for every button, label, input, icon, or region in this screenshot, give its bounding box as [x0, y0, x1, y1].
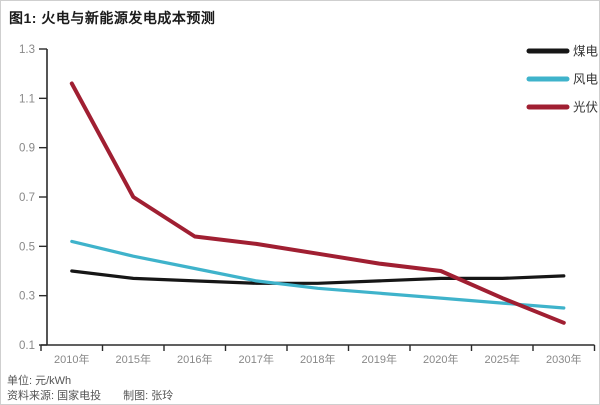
x-tick-label: 2030年: [546, 352, 581, 366]
coal-series-line: [70, 269, 566, 285]
y-tick-label: 1.3: [19, 44, 35, 56]
solar-series-line: [69, 81, 566, 325]
legend-label-solar: 光伏: [573, 101, 599, 115]
x-tick-label: 2015年: [116, 352, 151, 366]
x-tick-label: 2010年: [54, 352, 89, 366]
credit-label: 制图: 张玲: [123, 390, 174, 402]
y-tick-label: 0.9: [19, 143, 35, 155]
y-tick-label: 0.1: [19, 340, 35, 352]
y-tick-label: 0.3: [19, 291, 35, 303]
y-tick-label: 1.1: [19, 93, 35, 105]
source-label: 资料来源: 国家电投: [7, 390, 102, 402]
legend-label-coal: 煤电: [573, 45, 599, 59]
unit-label: 单位: 元/kWh: [7, 375, 72, 387]
x-tick-label: 2016年: [177, 352, 212, 366]
y-tick-label: 0.5: [19, 241, 35, 253]
y-tick-label: 0.7: [19, 192, 35, 204]
x-tick-label: 2020年: [423, 352, 458, 366]
legend-label-wind: 风电: [573, 73, 599, 87]
x-tick-label: 2017年: [239, 352, 274, 366]
x-tick-label: 2025年: [485, 352, 520, 366]
footer-row: 资料来源: 国家电投 制图: 张玲: [7, 387, 173, 403]
x-tick-label: 2018年: [300, 352, 335, 366]
figure-title: 图1: 火电与新能源发电成本预测: [9, 10, 216, 26]
x-tick-label: 2019年: [362, 352, 397, 366]
wind-series-line: [70, 239, 566, 310]
